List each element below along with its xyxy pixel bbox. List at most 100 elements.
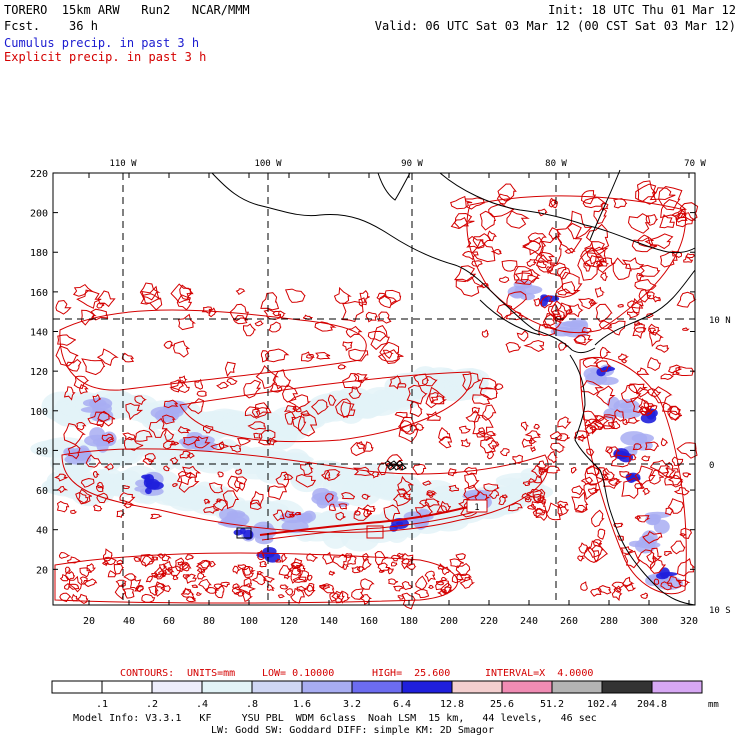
contour-loop <box>268 485 288 501</box>
colorbar-label: 25.6 <box>490 699 514 710</box>
contour-loop <box>353 372 369 384</box>
contour-loop <box>673 486 690 496</box>
island-outline <box>390 460 398 467</box>
contour-loop <box>235 288 246 295</box>
contour-loop <box>78 488 93 505</box>
coastline <box>211 169 696 606</box>
contour-loop <box>328 570 336 576</box>
precip-cell <box>311 492 339 506</box>
contour-loop <box>637 264 661 277</box>
contour-loop <box>159 563 168 571</box>
contour-loop <box>197 571 207 580</box>
contour-loop <box>496 303 513 321</box>
precip-cell <box>145 487 152 495</box>
contour-loop <box>614 409 625 422</box>
contour-loop <box>306 353 315 359</box>
colorbar-swatch <box>351 680 403 694</box>
contour-loop <box>647 387 662 397</box>
contour-band <box>259 504 476 536</box>
contour-loop <box>447 468 458 477</box>
contour-loop <box>645 213 659 226</box>
contour-loop <box>363 508 373 518</box>
contour-loop <box>580 380 605 396</box>
contour-loop <box>72 283 94 297</box>
contour-loop <box>550 199 558 209</box>
contour-loop <box>325 493 334 503</box>
precip-shading <box>30 280 684 591</box>
contour-loop <box>55 345 79 367</box>
contour-loop <box>140 293 161 305</box>
contour-loop <box>125 402 144 421</box>
contour-loop <box>390 561 398 567</box>
contour-loop <box>241 566 255 578</box>
contour-loop <box>611 587 623 602</box>
contour-loop <box>151 556 159 561</box>
contour-loop <box>598 320 613 330</box>
contour-loop <box>458 425 471 434</box>
high-marker-label: 1 <box>474 503 479 513</box>
contour-loop <box>243 379 262 399</box>
contour-loop <box>314 321 337 332</box>
colorbar-label: 12.8 <box>440 699 464 710</box>
contour-high: HIGH= 25.600 <box>372 668 451 679</box>
contour-loop <box>556 433 570 442</box>
contour-loop <box>79 567 92 578</box>
contour-loop <box>64 566 71 575</box>
y-tick-label: 160 <box>30 288 48 299</box>
longitude-label: 80 W <box>545 159 567 169</box>
contour-loop <box>591 416 614 431</box>
contour-loop <box>390 554 402 562</box>
contour-loop <box>224 361 236 378</box>
contour-loop <box>294 512 302 516</box>
contour-loop <box>93 504 103 512</box>
contour-loop <box>532 488 546 504</box>
x-tick-label: 260 <box>560 616 578 627</box>
contour-loop <box>463 466 478 476</box>
contour-loop <box>160 585 172 593</box>
contour-loop <box>681 327 690 331</box>
contour-loop <box>584 420 593 427</box>
x-tick-label: 140 <box>320 616 338 627</box>
contour-loop <box>300 409 311 417</box>
contour-loop <box>543 465 561 474</box>
contour-loop <box>340 401 356 419</box>
contour-loop <box>75 491 89 504</box>
contour-loop <box>578 542 590 554</box>
contour-loop <box>628 416 641 424</box>
contour-loop <box>405 563 417 570</box>
contour-loop <box>488 489 500 500</box>
x-tick-label: 60 <box>163 616 175 627</box>
contour-loop <box>63 386 76 401</box>
contour-loop <box>196 390 207 397</box>
contour-loop <box>453 265 477 282</box>
contour-loop <box>297 413 318 437</box>
x-tick-label: 240 <box>520 616 538 627</box>
precip-cell <box>520 467 543 481</box>
contour-loop <box>310 399 329 416</box>
contour-loop <box>251 407 272 419</box>
axis-labels: 20 40 60 80 100 120 140 160 180 200 220 240 260 280 30… <box>30 159 731 627</box>
colorbar-swatch <box>451 680 503 694</box>
contour-loop <box>581 326 592 334</box>
contour-loop <box>275 558 282 563</box>
contour-loop <box>675 366 695 376</box>
contour-loop <box>396 489 408 498</box>
contour-loop <box>587 540 604 558</box>
contour-loop <box>617 303 624 308</box>
contour-loop <box>527 232 547 245</box>
contour-loop <box>65 571 76 581</box>
contour-loop <box>259 560 267 568</box>
contour-loop <box>300 351 316 362</box>
contour-loop <box>136 584 145 593</box>
contour-loop <box>424 570 436 583</box>
contour-loop <box>291 415 307 432</box>
contour-loop <box>264 348 290 363</box>
contour-loop <box>227 475 244 493</box>
contour-loop <box>611 581 626 590</box>
contour-loop <box>481 329 489 338</box>
contour-loop <box>105 436 115 444</box>
contour-loop <box>600 202 609 212</box>
precip-cell <box>141 474 151 480</box>
contour-loop <box>362 558 372 571</box>
coastline-path <box>377 172 411 201</box>
